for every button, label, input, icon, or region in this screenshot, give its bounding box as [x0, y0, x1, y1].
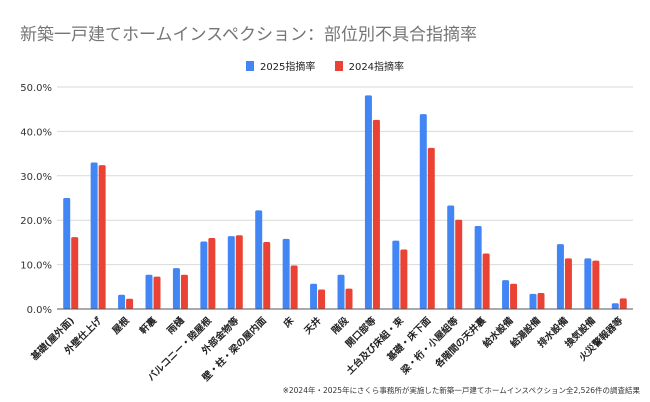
bar-2024 [537, 293, 545, 309]
x-tick-label: 屋根 [110, 314, 132, 336]
bar-2025 [227, 236, 235, 309]
bar-2024 [510, 283, 518, 309]
y-tick-label: 50.0% [20, 83, 52, 94]
footnote: ※2024年・2025年にさくら事務所が実施した新築一戸建てホームインスペクショ… [282, 386, 640, 395]
chart-title: 新築一戸建てホームインスペクション：部位別不具合指摘率 [20, 25, 477, 45]
bar-2025 [447, 205, 455, 309]
legend: 2025指摘率 2024指摘率 [0, 58, 650, 74]
bar-2024 [400, 249, 408, 309]
y-tick-label: 0.0% [27, 305, 52, 316]
legend-swatch-2025 [245, 60, 254, 71]
bar-2025 [584, 258, 592, 309]
bar-2024 [235, 235, 243, 309]
bar-2025 [172, 268, 180, 309]
bar-2024 [592, 260, 600, 309]
bar-2024 [153, 276, 161, 309]
y-tick-label: 30.0% [20, 172, 52, 183]
bar-2025 [145, 274, 153, 309]
bar-2025 [310, 283, 318, 309]
legend-item-2025: 2025指摘率 [245, 58, 316, 73]
x-tick-label: 天井 [302, 314, 324, 336]
x-tick-label: 床 [281, 314, 297, 330]
bar-2024 [619, 298, 627, 309]
bar-2025 [282, 238, 290, 309]
bar-2024 [318, 289, 326, 309]
bar-2025 [474, 225, 482, 309]
bar-2024 [126, 298, 134, 309]
bar-2025 [337, 274, 345, 309]
legend-swatch-2024 [334, 60, 343, 71]
x-tick-label: 軒裏 [137, 314, 159, 336]
y-tick-label: 10.0% [20, 261, 52, 272]
legend-label-2025: 2025指摘率 [259, 62, 316, 73]
bar-2025 [90, 162, 98, 309]
bar-2025 [200, 241, 208, 309]
y-tick-label: 20.0% [20, 216, 52, 227]
bar-2024 [71, 237, 79, 309]
legend-label-2024: 2024指摘率 [348, 62, 405, 73]
bar-2025 [529, 293, 537, 309]
y-tick-label: 40.0% [20, 127, 52, 138]
bar-2024 [455, 219, 463, 309]
x-tick-label: 雨樋 [165, 314, 187, 336]
legend-item-2024: 2024指摘率 [334, 58, 405, 73]
bar-2024 [208, 237, 216, 309]
bar-2025 [255, 210, 263, 309]
bar-2024 [290, 265, 298, 309]
bar-2024 [180, 274, 188, 309]
bar-2024 [345, 288, 353, 309]
bar-2025 [611, 303, 619, 309]
bar-2025 [63, 198, 71, 309]
bar-2024 [372, 119, 380, 309]
bar-2024 [564, 258, 572, 309]
bar-2025 [502, 280, 510, 309]
bar-2024 [427, 147, 435, 309]
bar-2025 [556, 244, 564, 309]
x-tick-label: 階段 [329, 314, 351, 336]
bar-2025 [364, 95, 372, 309]
bar-2024 [98, 165, 106, 309]
bar-2025 [118, 294, 126, 309]
bar-2025 [392, 240, 400, 309]
bar-2025 [419, 114, 427, 309]
bar-2024 [482, 253, 490, 309]
bar-2024 [263, 241, 271, 309]
